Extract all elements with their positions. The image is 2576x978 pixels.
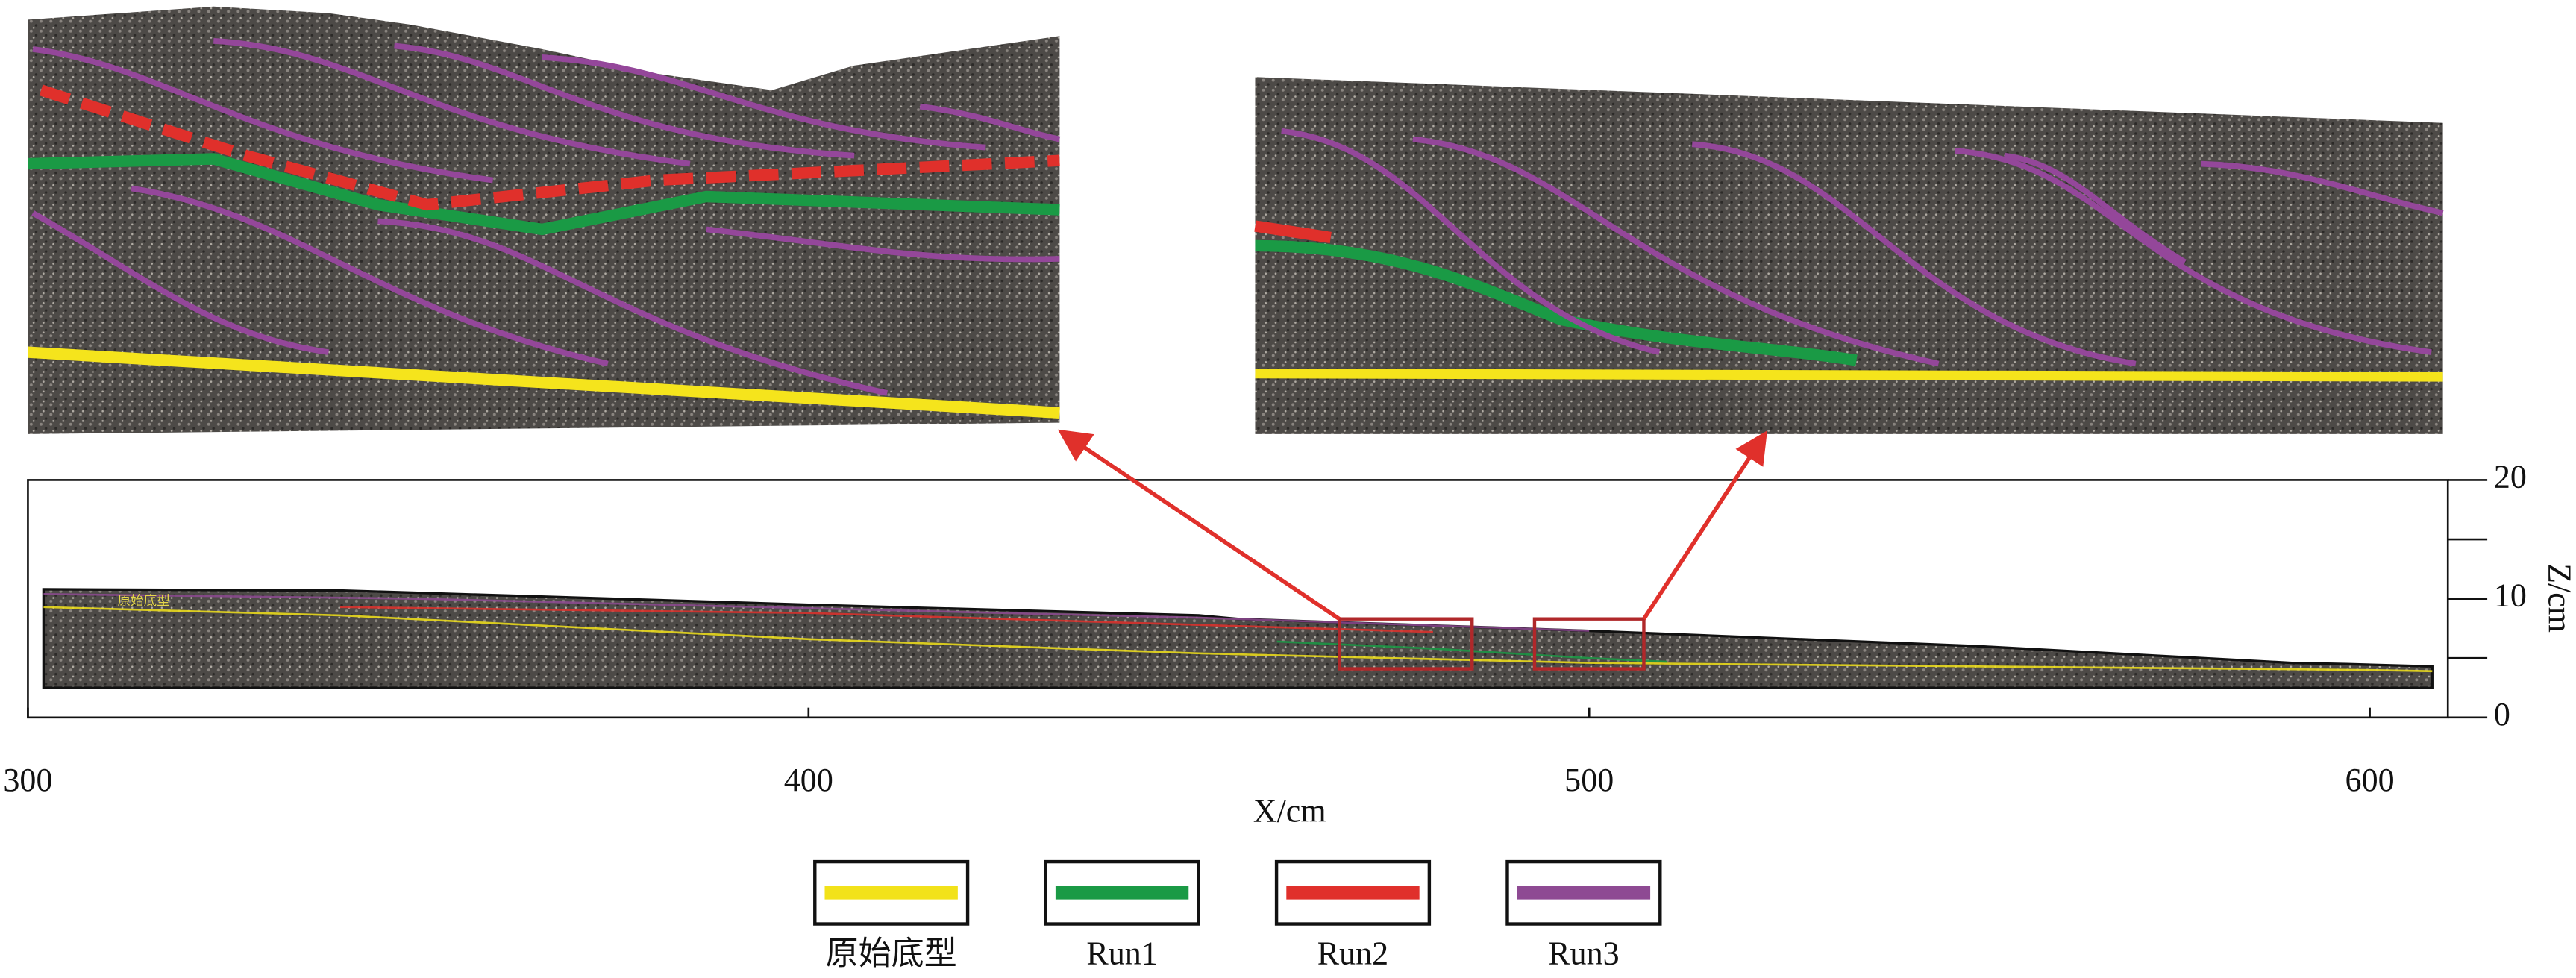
y-axis-label: Z/cm bbox=[2541, 563, 2576, 633]
inset-photo bbox=[27, 6, 1061, 434]
series-line bbox=[43, 592, 1590, 632]
x-tick-label: 300 bbox=[3, 762, 52, 798]
profile-body bbox=[42, 588, 2434, 689]
legend-label: Run2 bbox=[1317, 935, 1388, 972]
inset-photo bbox=[1254, 77, 2444, 434]
series-line bbox=[43, 606, 2433, 673]
inset-box bbox=[1338, 617, 1474, 671]
y-tick-label: 0 bbox=[2494, 696, 2510, 733]
x-tick-label: 500 bbox=[1564, 762, 1614, 798]
inset-box bbox=[1532, 617, 1646, 671]
y-tick-label: 10 bbox=[2494, 577, 2527, 614]
x-tick-label: 400 bbox=[784, 762, 833, 798]
x-axis-label: X/cm bbox=[1253, 793, 1326, 830]
arrow bbox=[1642, 430, 1767, 621]
arrow bbox=[1057, 429, 1341, 621]
legend-label: Run3 bbox=[1548, 935, 1619, 972]
annotation: 原始底型 bbox=[117, 593, 169, 608]
series-line bbox=[1276, 640, 1667, 663]
y-tick-label: 20 bbox=[2494, 459, 2527, 495]
legend-label: 原始底型 bbox=[826, 935, 957, 972]
series-line bbox=[339, 606, 1433, 633]
x-tick-label: 600 bbox=[2345, 762, 2395, 798]
legend-label: Run1 bbox=[1086, 935, 1157, 972]
